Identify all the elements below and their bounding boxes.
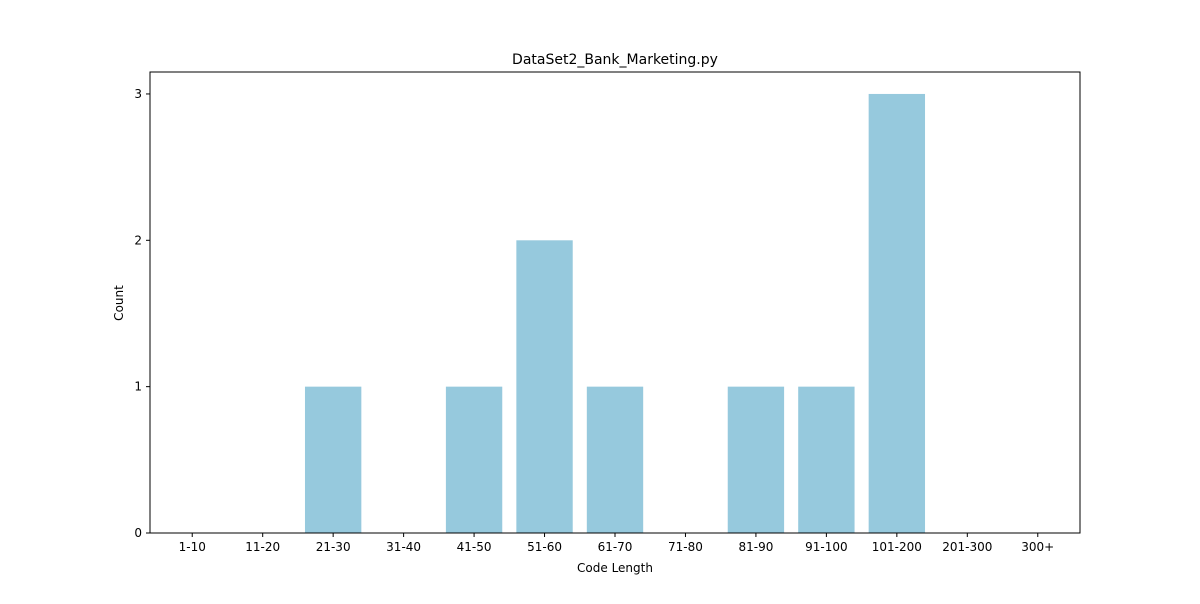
- bar-61-70: [586, 386, 644, 533]
- x-tick-label: 51-60: [527, 540, 562, 554]
- bar-91-100: [798, 386, 855, 533]
- bar-51-60: [516, 240, 573, 534]
- y-axis-ticks: 0 1 2 3: [134, 87, 150, 540]
- x-tick-label: 11-20: [245, 540, 280, 554]
- x-tick-label: 81-90: [738, 540, 773, 554]
- bars-layer: [304, 93, 926, 534]
- x-tick-label: 61-70: [598, 540, 633, 554]
- x-tick-label: 41-50: [457, 540, 492, 554]
- x-tick-label: 31-40: [386, 540, 421, 554]
- bar-41-50: [445, 386, 503, 533]
- x-axis-ticks: 1-10 11-20 21-30 31-40 41-50 51-60 61-70 71-80 8…: [179, 533, 1054, 554]
- bar-21-30: [304, 386, 362, 533]
- y-tick-label: 1: [134, 380, 142, 394]
- bar-101-200: [868, 93, 926, 533]
- x-tick-label: 71-80: [668, 540, 703, 554]
- chart-title: DataSet2_Bank_Marketing.py: [512, 52, 718, 68]
- x-tick-label: 101-200: [872, 540, 922, 554]
- y-axis-label: Count: [112, 285, 126, 321]
- x-tick-label: 91-100: [805, 540, 848, 554]
- x-tick-label: 1-10: [179, 540, 206, 554]
- x-tick-label: 300+: [1021, 540, 1054, 554]
- y-tick-label: 2: [134, 233, 142, 247]
- bar-81-90: [727, 386, 785, 533]
- x-tick-label: 21-30: [316, 540, 351, 554]
- x-axis-label: Code Length: [577, 561, 653, 575]
- x-tick-label: 201-300: [942, 540, 992, 554]
- y-tick-label: 0: [134, 526, 142, 540]
- y-tick-label: 3: [134, 87, 142, 101]
